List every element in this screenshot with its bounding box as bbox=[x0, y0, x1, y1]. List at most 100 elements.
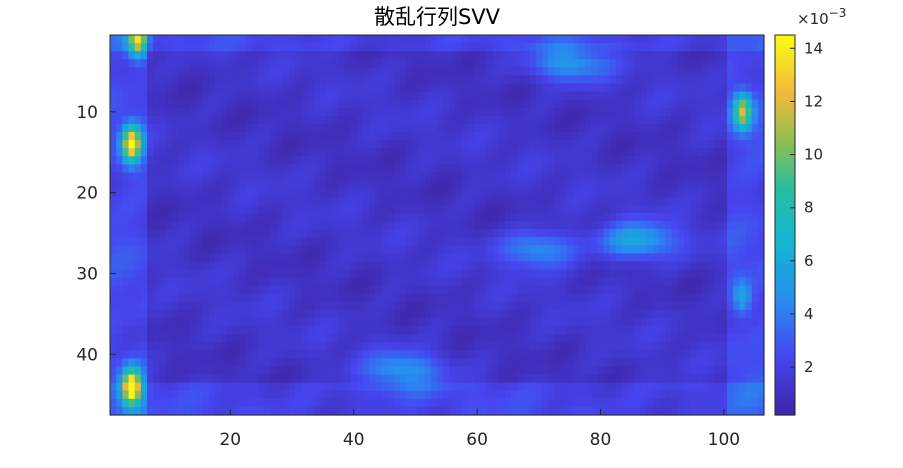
heatmap-cell bbox=[652, 196, 660, 206]
heatmap-cell bbox=[541, 115, 549, 125]
heatmap-cell bbox=[208, 164, 216, 174]
heatmap-cell bbox=[523, 317, 531, 327]
heatmap-cell bbox=[356, 59, 364, 68]
heatmap-cell bbox=[480, 285, 487, 295]
heatmap-cell bbox=[517, 140, 524, 149]
heatmap-cell bbox=[646, 293, 654, 303]
heatmap-cell bbox=[708, 196, 716, 206]
heatmap-cell bbox=[739, 188, 747, 198]
heatmap-cell bbox=[455, 107, 463, 117]
heatmap-cell bbox=[696, 83, 703, 93]
heatmap-cell bbox=[609, 406, 617, 416]
heatmap-cell bbox=[208, 317, 216, 327]
heatmap-cell bbox=[622, 83, 629, 93]
heatmap-cell bbox=[313, 99, 321, 109]
heatmap-cell bbox=[332, 253, 339, 262]
heatmap-cell bbox=[332, 107, 339, 117]
heatmap-cell bbox=[634, 148, 642, 157]
heatmap-cell bbox=[319, 180, 327, 190]
heatmap-cell bbox=[554, 51, 561, 60]
heatmap-cell bbox=[301, 51, 309, 60]
heatmap-cell bbox=[461, 156, 469, 165]
heatmap-cell bbox=[467, 123, 475, 133]
heatmap-cell bbox=[757, 107, 765, 117]
heatmap-cell bbox=[733, 123, 740, 133]
heatmap-cell bbox=[634, 140, 642, 149]
heatmap-cell bbox=[430, 358, 438, 368]
heatmap-cell bbox=[529, 67, 537, 77]
heatmap-cell bbox=[264, 43, 272, 52]
heatmap-cell bbox=[313, 188, 321, 198]
heatmap-cell bbox=[344, 172, 352, 182]
heatmap-cell bbox=[116, 293, 123, 303]
heatmap-cell bbox=[677, 188, 685, 198]
heatmap-cell bbox=[517, 115, 524, 125]
heatmap-cell bbox=[659, 398, 666, 408]
heatmap-cell bbox=[628, 204, 636, 214]
heatmap-cell bbox=[572, 204, 580, 214]
heatmap-cell bbox=[677, 317, 685, 327]
heatmap-cell bbox=[492, 212, 500, 222]
heatmap-cell bbox=[443, 269, 450, 279]
heatmap-cell bbox=[313, 132, 321, 141]
heatmap-cell bbox=[239, 358, 247, 368]
heatmap-cell bbox=[634, 326, 642, 335]
heatmap-cell bbox=[147, 261, 154, 271]
heatmap-cell bbox=[548, 156, 555, 165]
heatmap-cell bbox=[165, 180, 173, 190]
heatmap-cell bbox=[628, 390, 636, 400]
heatmap-cell bbox=[726, 188, 734, 198]
heatmap-cell bbox=[356, 293, 364, 303]
heatmap-cell bbox=[437, 148, 444, 157]
heatmap-cell bbox=[227, 309, 234, 319]
heatmap-cell bbox=[140, 59, 148, 68]
heatmap-cell bbox=[399, 123, 407, 133]
heatmap-cell bbox=[480, 374, 487, 384]
heatmap-cell bbox=[418, 309, 426, 319]
heatmap-cell bbox=[338, 293, 346, 303]
heatmap-cell bbox=[449, 123, 457, 133]
heatmap-cell bbox=[628, 180, 636, 190]
heatmap-cell bbox=[720, 148, 728, 157]
heatmap-cell bbox=[523, 212, 531, 222]
heatmap-cell bbox=[381, 285, 389, 295]
heatmap-cell bbox=[196, 51, 204, 60]
heatmap-cell bbox=[282, 188, 290, 198]
heatmap-cell bbox=[214, 317, 222, 327]
heatmap-cell bbox=[646, 212, 654, 222]
heatmap-cell bbox=[455, 164, 463, 174]
heatmap-cell bbox=[597, 91, 605, 101]
heatmap-cell bbox=[640, 91, 648, 101]
heatmap-cell bbox=[202, 83, 210, 93]
heatmap-cell bbox=[585, 406, 592, 416]
heatmap-cell bbox=[449, 83, 457, 93]
heatmap-cell bbox=[486, 366, 494, 376]
heatmap-cell bbox=[153, 229, 160, 238]
heatmap-cell bbox=[221, 212, 228, 222]
heatmap-cell bbox=[350, 204, 358, 214]
heatmap-cell bbox=[313, 334, 321, 343]
heatmap-cell bbox=[134, 188, 142, 198]
heatmap-cell bbox=[177, 220, 185, 230]
heatmap-cell bbox=[282, 83, 290, 93]
heatmap-cell bbox=[202, 132, 210, 141]
heatmap-cell bbox=[689, 366, 697, 376]
heatmap-cell bbox=[239, 390, 247, 400]
heatmap-cell bbox=[295, 398, 302, 408]
heatmap-cell bbox=[282, 277, 290, 287]
heatmap-cell bbox=[609, 148, 617, 157]
heatmap-cell bbox=[541, 83, 549, 93]
heatmap-cell bbox=[418, 293, 426, 303]
heatmap-cell bbox=[338, 156, 346, 165]
heatmap-cell bbox=[325, 358, 333, 368]
heatmap-cell bbox=[387, 107, 395, 117]
heatmap-cell bbox=[369, 390, 376, 400]
heatmap-cell bbox=[418, 132, 426, 141]
heatmap-cell bbox=[171, 132, 179, 141]
heatmap-cell bbox=[677, 75, 685, 85]
heatmap-cell bbox=[498, 59, 506, 68]
heatmap-cell bbox=[548, 229, 555, 238]
heatmap-cell bbox=[671, 115, 679, 125]
heatmap-cell bbox=[745, 358, 753, 368]
heatmap-cell bbox=[615, 293, 623, 303]
